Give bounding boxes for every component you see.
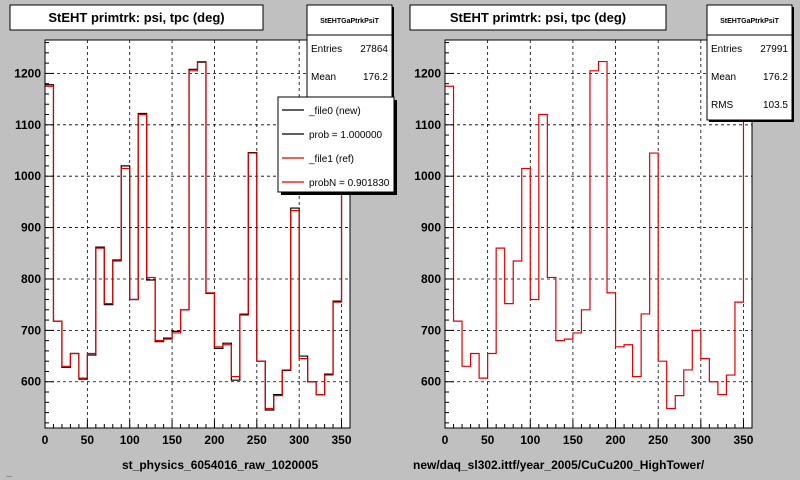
stats-label: RMS [711, 100, 734, 111]
right-panel: 0 50 100 150 200 250 300 350 600 700 800 900 1000 110… [409, 4, 794, 472]
stats-value: 176.2 [363, 72, 388, 83]
legend-entry: _file1 (ref) [308, 154, 354, 165]
x-tick-label: 100 [520, 433, 540, 447]
y-tick-label: 1000 [14, 169, 41, 183]
footer-text: ... [6, 472, 12, 479]
x-tick-label: 350 [332, 433, 352, 447]
x-tick-label: 50 [481, 433, 495, 447]
stats-label: Mean [311, 72, 336, 83]
histogram-series-1 [45, 60, 350, 410]
plot-area [445, 40, 752, 428]
title-box [409, 4, 667, 31]
legend-entry: prob = 1.000000 [309, 130, 383, 141]
y-tick-label: 1000 [414, 169, 441, 183]
y-tick-label: 800 [421, 272, 441, 286]
x-axis-label: st_physics_6054016_raw_1020005 [122, 458, 318, 472]
left-panel: 0 50 100 150 200 250 300 350 600 700 800 900 1000 110… [9, 4, 397, 472]
x-tick-label: 150 [563, 433, 583, 447]
y-tick-label: 600 [21, 375, 41, 389]
y-tick-label: 1200 [14, 66, 41, 80]
x-axis-label: new/daq_sl302.ittf/year_2005/CuCu200_Hig… [413, 458, 705, 472]
y-tick-label: 1200 [414, 66, 441, 80]
chart-title: StEHT primtrk: psi, tpc (deg) [48, 10, 224, 25]
stats-name: StEHTGaPtrkPsiT [320, 18, 379, 25]
x-tick-label: 100 [120, 433, 140, 447]
title-box [9, 4, 264, 31]
stats-label: Entries [311, 44, 342, 55]
x-tick-label: 300 [691, 433, 711, 447]
y-tick-label: 1100 [415, 118, 441, 132]
stats-value: 103.5 [763, 100, 788, 111]
x-tick-label: 0 [442, 433, 449, 447]
stats-name: StEHTGaPtrkPsiT [720, 18, 779, 25]
legend-box [277, 96, 395, 193]
histogram-series-0 [445, 60, 752, 410]
stats-label: Entries [711, 44, 742, 55]
x-tick-label: 300 [289, 433, 309, 447]
stats-value: 27864 [360, 44, 388, 55]
legend-entry: probN = 0.901830 [309, 178, 390, 189]
y-tick-label: 800 [21, 272, 41, 286]
x-tick-label: 0 [42, 433, 49, 447]
y-tick-label: 1100 [15, 118, 41, 132]
y-tick-label: 900 [421, 221, 441, 235]
legend-entry: _file0 (new) [308, 106, 361, 117]
stats-value: 27991 [760, 44, 788, 55]
x-tick-label: 50 [81, 433, 95, 447]
y-tick-label: 600 [421, 375, 441, 389]
x-tick-label: 250 [247, 433, 267, 447]
y-tick-label: 900 [21, 221, 41, 235]
x-tick-label: 250 [648, 433, 668, 447]
stats-label: Mean [711, 72, 736, 83]
x-tick-label: 200 [204, 433, 224, 447]
y-tick-label: 700 [421, 323, 441, 337]
stats-value: 176.2 [763, 72, 788, 83]
y-tick-label: 700 [21, 323, 41, 337]
stats-box [706, 4, 793, 121]
chart-title: StEHT primtrk: psi, tpc (deg) [450, 10, 626, 25]
x-tick-label: 150 [162, 433, 182, 447]
x-tick-label: 350 [733, 433, 753, 447]
x-tick-label: 200 [606, 433, 626, 447]
